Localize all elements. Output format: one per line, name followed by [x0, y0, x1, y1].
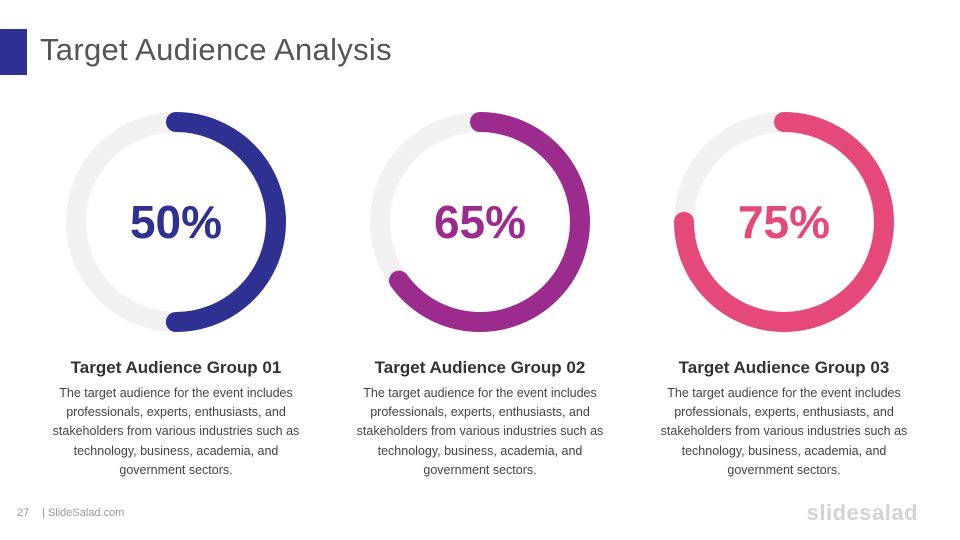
title-accent-bar	[0, 29, 27, 75]
group-title: Target Audience Group 02	[374, 358, 586, 377]
percent-value: 65%	[433, 196, 527, 248]
group-description: The target audience for the event includ…	[660, 386, 908, 477]
audience-group-1: 50% Target Audience Group 01 The target …	[46, 112, 306, 482]
group-description: The target audience for the event includ…	[356, 386, 604, 477]
audience-group-2: 65% Target Audience Group 02 The target …	[350, 112, 610, 482]
progress-ring-arc	[674, 112, 894, 332]
slide-title: Target Audience Analysis	[40, 32, 392, 67]
page-number: 27	[17, 507, 30, 519]
progress-ring-group-2	[370, 112, 590, 332]
progress-ring-arc	[66, 112, 286, 332]
footer-site: | SlideSalad.com	[42, 507, 125, 519]
progress-ring-arc	[370, 112, 590, 332]
group-title: Target Audience Group 01	[70, 358, 282, 377]
audience-group-3: 75% Target Audience Group 03 The target …	[654, 112, 914, 482]
progress-ring-group-3	[674, 112, 894, 332]
progress-ring-group-1	[66, 112, 286, 332]
percent-value: 50%	[129, 196, 223, 248]
group-title: Target Audience Group 03	[678, 358, 890, 377]
percent-value: 75%	[737, 196, 831, 248]
group-description: The target audience for the event includ…	[52, 386, 300, 477]
brand-logo: slidesalad	[806, 500, 918, 525]
